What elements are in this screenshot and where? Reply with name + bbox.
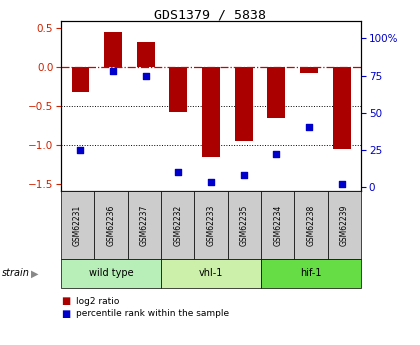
Text: GSM62237: GSM62237 (140, 205, 149, 246)
Point (306, 125, 312, 130)
Point (338, 181, 345, 187)
Text: GSM62239: GSM62239 (340, 205, 349, 246)
Point (142, 73, 149, 78)
Bar (169, 67, 187, 111)
Text: GSM62232: GSM62232 (173, 205, 182, 246)
Bar (104, 32, 122, 67)
Text: GSM62238: GSM62238 (307, 205, 316, 246)
Text: ▶: ▶ (31, 268, 39, 278)
Point (208, 179, 215, 185)
Text: percentile rank within the sample: percentile rank within the sample (76, 309, 229, 318)
Bar (300, 67, 318, 73)
Point (240, 172, 247, 178)
Text: GSM62233: GSM62233 (207, 205, 215, 246)
Text: GDS1379 / 5838: GDS1379 / 5838 (154, 9, 266, 22)
Point (110, 68, 116, 74)
Bar (137, 42, 155, 67)
Text: GSM62234: GSM62234 (273, 205, 282, 246)
Text: GSM62236: GSM62236 (106, 205, 116, 246)
Point (273, 151, 280, 157)
Point (175, 169, 182, 175)
Point (77, 147, 84, 152)
Bar (71, 67, 89, 92)
Text: GSM62235: GSM62235 (240, 205, 249, 246)
Bar (202, 67, 220, 157)
Bar (235, 67, 253, 141)
Bar (333, 67, 351, 149)
Bar (268, 67, 285, 118)
Text: wild type: wild type (89, 268, 133, 278)
Text: hif-1: hif-1 (300, 268, 322, 278)
Text: GSM62231: GSM62231 (73, 205, 82, 246)
Text: strain: strain (2, 268, 30, 278)
Text: ■: ■ (61, 309, 70, 319)
Text: vhl-1: vhl-1 (199, 268, 223, 278)
Text: ■: ■ (61, 296, 70, 306)
Text: log2 ratio: log2 ratio (76, 297, 119, 306)
